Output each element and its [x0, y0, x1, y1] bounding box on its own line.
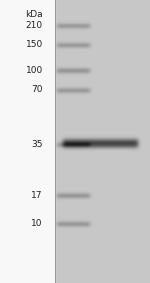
- Text: 100: 100: [26, 66, 43, 75]
- Text: 10: 10: [31, 219, 43, 228]
- Text: 35: 35: [31, 140, 43, 149]
- Text: 210: 210: [26, 21, 43, 30]
- Text: 150: 150: [26, 40, 43, 49]
- Text: 70: 70: [31, 85, 43, 95]
- Text: 17: 17: [31, 191, 43, 200]
- Text: kDa: kDa: [25, 10, 43, 19]
